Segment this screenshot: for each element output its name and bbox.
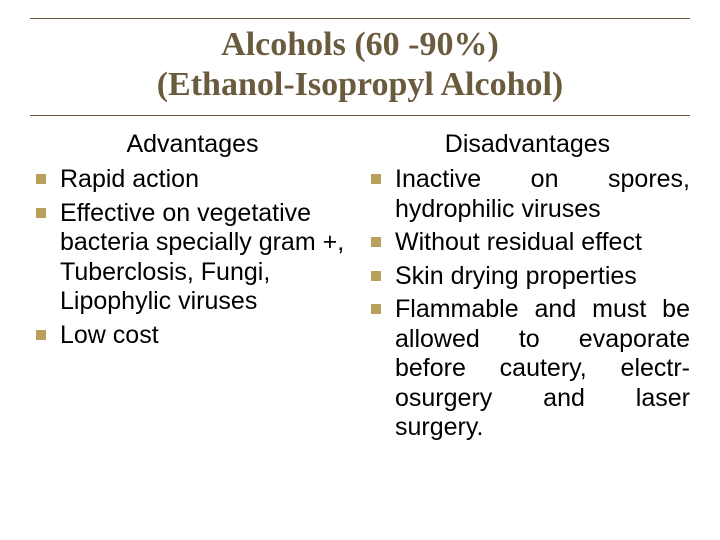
slide: Alcohols (60 -90%) (Ethanol-Isopropyl Al… [0,0,720,540]
two-column-body: Advantages Rapid action Effective on veg… [30,130,690,447]
list-item: Effective on vegetative bacteria special… [30,199,355,317]
square-bullet-icon [36,330,46,340]
list-item-text: Without residual effect [395,228,642,258]
list-item: Inactive on spores, hydrophilic viruses [365,165,690,224]
list-item-text: Inactive on spores, hydrophilic viruses [395,165,690,224]
list-item-text: Skin drying properties [395,262,637,292]
square-bullet-icon [371,304,381,314]
square-bullet-icon [371,237,381,247]
square-bullet-icon [371,271,381,281]
square-bullet-icon [36,174,46,184]
list-item: Flammable and must be allowed to evapora… [365,295,690,443]
disadvantages-column: Disadvantages Inactive on spores, hydrop… [365,130,690,447]
title-container: Alcohols (60 -90%) (Ethanol-Isopropyl Al… [30,18,690,116]
list-item-text: Flammable and must be allowed to evapora… [395,295,690,443]
advantages-list: Rapid action Effective on vegetative bac… [30,165,355,350]
list-item-text: Low cost [60,321,159,351]
advantages-column: Advantages Rapid action Effective on veg… [30,130,355,447]
advantages-header: Advantages [30,130,355,159]
square-bullet-icon [371,174,381,184]
list-item: Skin drying properties [365,262,690,292]
square-bullet-icon [36,208,46,218]
title-line-2: (Ethanol-Isopropyl Alcohol) [157,66,564,103]
title-line-1: Alcohols (60 -90%) [221,26,499,63]
disadvantages-list: Inactive on spores, hydrophilic viruses … [365,165,690,443]
list-item: Rapid action [30,165,355,195]
list-item: Low cost [30,321,355,351]
list-item-text: Rapid action [60,165,199,195]
disadvantages-header: Disadvantages [365,130,690,159]
list-item-text: Effective on vegetative bacteria special… [60,199,355,317]
list-item: Without residual effect [365,228,690,258]
slide-title: Alcohols (60 -90%) (Ethanol-Isopropyl Al… [30,25,690,105]
